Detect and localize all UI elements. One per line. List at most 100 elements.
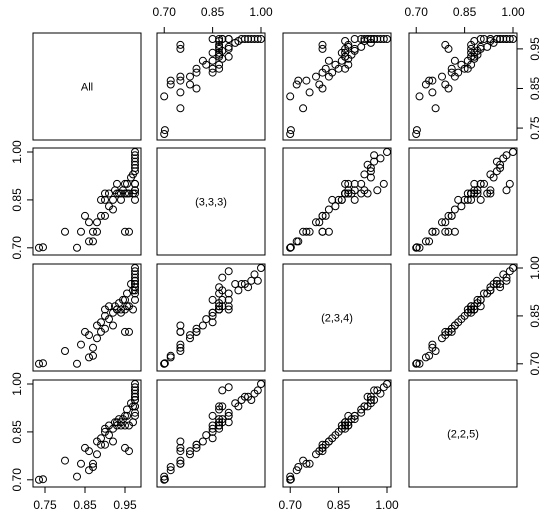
point-3-1-36 (215, 418, 224, 427)
point-2-1-50 (224, 267, 233, 276)
point-3-0-4 (77, 459, 85, 468)
point-1-2-1 (286, 243, 295, 252)
point-1-2-49 (373, 186, 382, 195)
point-1-2-27 (350, 186, 359, 195)
point-2-1-35 (231, 280, 240, 288)
point-1-3-30 (444, 227, 453, 236)
x-tick-label: 0.70 (279, 498, 303, 512)
point-0-1-1 (160, 126, 169, 135)
x-tick-label: 1.00 (501, 5, 525, 19)
point-1-0-3 (73, 243, 81, 252)
point-0-2-18 (331, 60, 340, 69)
point-3-1-30 (176, 443, 185, 452)
point-0-3-8 (425, 76, 434, 85)
point-1-3-10 (438, 218, 446, 227)
point-1-2-46 (383, 148, 391, 156)
panel-1-3 (408, 147, 518, 256)
point-3-1-16 (192, 440, 201, 449)
point-0-2-8 (294, 76, 303, 85)
panel-1-2 (282, 147, 392, 256)
point-0-2-13 (328, 68, 337, 77)
y-tick-label: 0.75 (528, 116, 542, 140)
point-0-2-16 (321, 64, 330, 73)
point-3-1-33 (215, 421, 224, 430)
point-0-3-48 (486, 35, 495, 43)
point-1-2-5 (315, 218, 324, 227)
point-1-0-42 (131, 157, 139, 166)
points (35, 35, 517, 484)
point-0-2-47 (350, 35, 359, 43)
point-0-2-46 (383, 35, 391, 43)
point-1-2-47 (350, 195, 359, 204)
point-2-1-34 (176, 327, 185, 336)
point-3-0-31 (123, 411, 131, 420)
point-1-3-50 (505, 179, 514, 188)
point-0-2-27 (350, 46, 359, 55)
diagonal-label: (3,3,3) (195, 197, 227, 209)
point-2-1-38 (237, 280, 246, 288)
point-2-1-46 (257, 264, 265, 272)
point-3-2-47 (350, 411, 359, 420)
point-1-2-50 (379, 179, 388, 188)
point-3-2-44 (370, 386, 379, 395)
point-1-0-32 (123, 189, 131, 198)
point-1-2-34 (318, 227, 327, 236)
point-0-1-29 (224, 44, 233, 53)
point-1-0-20 (109, 205, 117, 214)
point-1-3-5 (441, 218, 450, 227)
point-2-0-20 (109, 321, 117, 330)
point-0-1-32 (215, 42, 224, 51)
point-2-0-3 (73, 359, 81, 368)
point-1-0-43 (131, 154, 139, 163)
point-2-0-0 (35, 359, 43, 368)
point-1-2-13 (328, 195, 337, 204)
point-2-1-8 (166, 351, 175, 360)
point-0-1-34 (176, 40, 185, 49)
point-1-0-8 (89, 237, 97, 246)
point-0-1-26 (208, 48, 217, 57)
point-3-2-31 (344, 411, 353, 420)
point-1-3-24 (473, 189, 482, 198)
point-1-3-34 (441, 227, 450, 236)
point-0-2-48 (363, 35, 372, 43)
point-2-1-45 (244, 283, 253, 292)
point-2-1-44 (253, 276, 262, 285)
point-3-2-8 (294, 463, 303, 471)
x-tick-label: 0.85 (327, 498, 351, 512)
point-0-1-12 (192, 68, 201, 77)
point-2-1-27 (218, 295, 227, 304)
point-3-0-1 (39, 475, 47, 484)
x-tick-label: 0.85 (73, 498, 97, 512)
point-2-0-17 (105, 302, 113, 311)
point-3-2-39 (360, 402, 369, 411)
point-2-1-42 (247, 276, 256, 285)
point-2-0-25 (117, 305, 125, 314)
diagonal-label: (2,2,5) (447, 429, 479, 441)
point-0-3-34 (441, 40, 450, 49)
panel-0-3 (408, 32, 518, 141)
point-0-1-6 (192, 84, 201, 93)
point-2-0-39 (131, 286, 139, 295)
point-1-2-44 (370, 151, 379, 160)
point-1-3-9 (428, 227, 437, 236)
point-0-1-0 (160, 130, 169, 138)
point-3-1-7 (166, 466, 175, 475)
point-3-0-42 (131, 396, 139, 404)
point-3-0-28 (121, 421, 129, 430)
point-2-1-4 (176, 340, 185, 349)
point-1-0-7 (85, 237, 93, 246)
point-1-0-12 (97, 211, 105, 220)
point-3-2-27 (350, 415, 359, 424)
point-2-1-48 (215, 283, 224, 292)
point-2-3-49 (502, 273, 511, 282)
point-3-0-12 (97, 440, 105, 449)
point-0-1-11 (176, 72, 185, 81)
point-0-1-4 (176, 88, 185, 97)
point-3-2-4 (305, 459, 314, 468)
point-2-1-47 (208, 295, 217, 304)
point-0-3-20 (450, 56, 459, 65)
point-0-1-2 (176, 104, 185, 113)
point-2-3-28 (467, 305, 476, 314)
panel-2-0 (32, 263, 142, 372)
point-1-2-14 (334, 195, 343, 204)
